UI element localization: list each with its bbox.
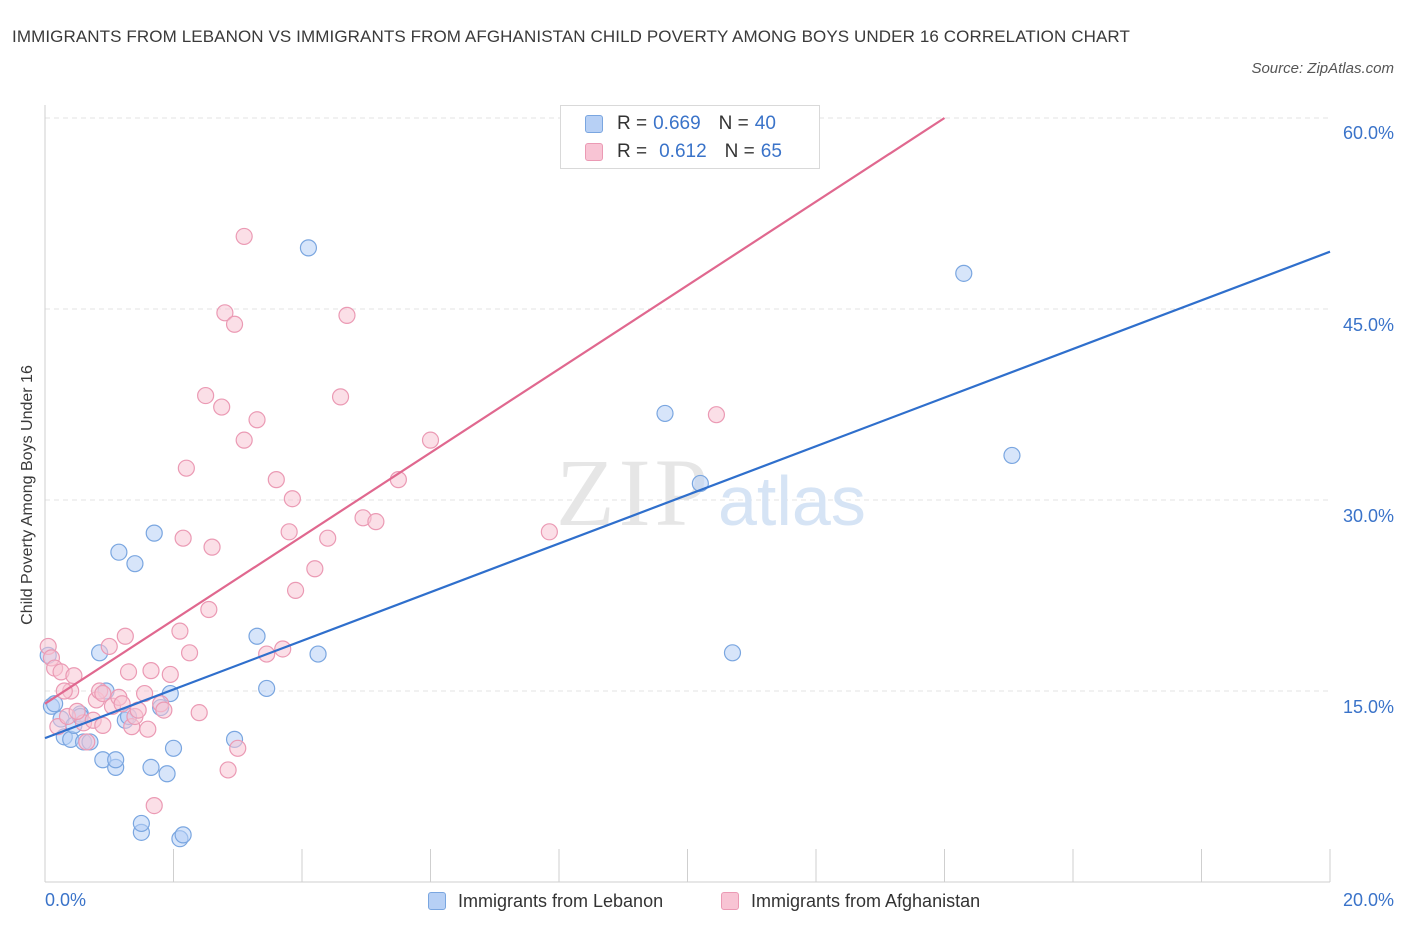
data-point-afghanistan xyxy=(306,560,324,578)
data-point-afghanistan xyxy=(367,513,385,531)
stats-legend: R = 0.669 N = 40 R = 0.612 N = 65 xyxy=(560,105,820,169)
bottom-legend-lebanon: Immigrants from Lebanon xyxy=(428,888,663,914)
data-point-afghanistan xyxy=(540,523,558,541)
data-point-afghanistan xyxy=(94,684,112,703)
data-point-afghanistan xyxy=(197,386,215,405)
lebanon-legend-label: Immigrants from Lebanon xyxy=(458,890,664,911)
data-point-afghanistan xyxy=(280,523,298,541)
afghanistan-r-value: 0.612 xyxy=(659,141,707,162)
data-point-lebanon xyxy=(248,627,266,645)
source-label: Source: ZipAtlas.com xyxy=(1251,60,1394,77)
data-point-lebanon xyxy=(258,679,276,698)
data-point-lebanon xyxy=(164,739,183,757)
data-point-afghanistan xyxy=(267,471,285,489)
data-point-afghanistan xyxy=(707,406,726,424)
gridlines xyxy=(45,117,1330,692)
n-label: N = xyxy=(724,141,755,162)
data-point-afghanistan xyxy=(78,733,96,751)
data-point-lebanon xyxy=(309,645,327,663)
data-point-afghanistan xyxy=(174,529,192,547)
watermark-zip: ZIP xyxy=(556,439,712,546)
data-point-afghanistan xyxy=(139,720,157,738)
data-point-afghanistan xyxy=(142,662,160,680)
data-point-afghanistan xyxy=(100,637,118,656)
y-tick-45: 45.0% xyxy=(1342,315,1394,335)
data-point-lebanon xyxy=(656,404,674,423)
data-point-lebanon xyxy=(126,555,144,573)
data-point-lebanon xyxy=(132,814,150,833)
bottom-legend-afghanistan: Immigrants from Afghanistan xyxy=(721,888,980,914)
data-point-afghanistan xyxy=(161,665,179,684)
data-point-afghanistan xyxy=(216,304,234,322)
data-point-afghanistan xyxy=(331,388,350,406)
data-point-afghanistan xyxy=(180,644,199,662)
data-point-afghanistan xyxy=(213,398,231,416)
data-point-lebanon xyxy=(955,264,973,282)
data-point-afghanistan xyxy=(229,739,247,757)
data-point-lebanon xyxy=(723,644,742,662)
data-point-lebanon xyxy=(158,765,176,783)
data-point-afghanistan xyxy=(145,796,163,815)
lebanon-legend-swatch xyxy=(428,892,446,910)
data-point-afghanistan xyxy=(200,600,218,619)
x-tick-max: 20.0% xyxy=(1342,890,1394,910)
y-tick-30: 30.0% xyxy=(1342,506,1394,526)
data-point-afghanistan xyxy=(283,490,301,508)
legend-row-lebanon: R = 0.669 N = 40 xyxy=(585,111,776,137)
data-point-afghanistan xyxy=(225,315,244,333)
trendline-lebanon xyxy=(44,250,1331,740)
trendline-afghanistan xyxy=(44,117,946,705)
r-label: R = xyxy=(617,141,648,162)
data-point-afghanistan xyxy=(116,627,134,645)
lebanon-swatch xyxy=(585,115,603,133)
data-point-afghanistan xyxy=(219,761,237,779)
afghanistan-swatch xyxy=(585,143,603,161)
afghanistan-n-value: 65 xyxy=(760,141,782,162)
afghanistan-legend-swatch xyxy=(721,892,739,910)
data-point-lebanon xyxy=(107,751,125,769)
data-point-afghanistan xyxy=(286,581,305,600)
chart-title: IMMIGRANTS FROM LEBANON VS IMMIGRANTS FR… xyxy=(12,27,1130,46)
legend-row-afghanistan: R = 0.612 N = 65 xyxy=(585,139,782,165)
watermark-atlas: atlas xyxy=(718,462,866,540)
data-point-afghanistan xyxy=(203,538,221,556)
data-point-lebanon xyxy=(299,239,318,257)
data-point-afghanistan xyxy=(319,529,337,547)
data-point-afghanistan xyxy=(338,306,356,324)
data-point-lebanon xyxy=(1003,446,1021,465)
lebanon-n-value: 40 xyxy=(754,113,776,134)
r-label: R = xyxy=(617,113,648,134)
trendlines xyxy=(44,117,1331,740)
y-tick-60: 60.0% xyxy=(1342,123,1394,143)
watermark: ZIP atlas xyxy=(556,439,866,546)
data-point-afghanistan xyxy=(119,663,138,681)
data-point-lebanon xyxy=(142,758,160,777)
data-point-afghanistan xyxy=(190,704,208,722)
axes xyxy=(44,105,1331,883)
data-point-afghanistan xyxy=(421,431,440,449)
data-point-lebanon xyxy=(145,524,163,542)
data-point-afghanistan xyxy=(235,227,253,246)
data-point-lebanon xyxy=(174,826,192,844)
data-point-afghanistan xyxy=(68,702,86,720)
y-tick-15: 15.0% xyxy=(1342,697,1394,717)
data-point-afghanistan xyxy=(155,701,173,719)
data-point-lebanon xyxy=(110,543,128,561)
data-point-afghanistan xyxy=(177,459,195,477)
n-label: N = xyxy=(718,113,749,134)
afghanistan-legend-label: Immigrants from Afghanistan xyxy=(751,890,981,911)
data-point-afghanistan xyxy=(94,716,112,734)
data-point-afghanistan xyxy=(248,411,266,429)
data-point-afghanistan xyxy=(171,622,189,640)
lebanon-r-value: 0.669 xyxy=(653,113,701,134)
series-afghanistan-points xyxy=(39,227,726,815)
data-point-afghanistan xyxy=(235,431,253,449)
x-tick-min: 0.0% xyxy=(45,890,87,910)
